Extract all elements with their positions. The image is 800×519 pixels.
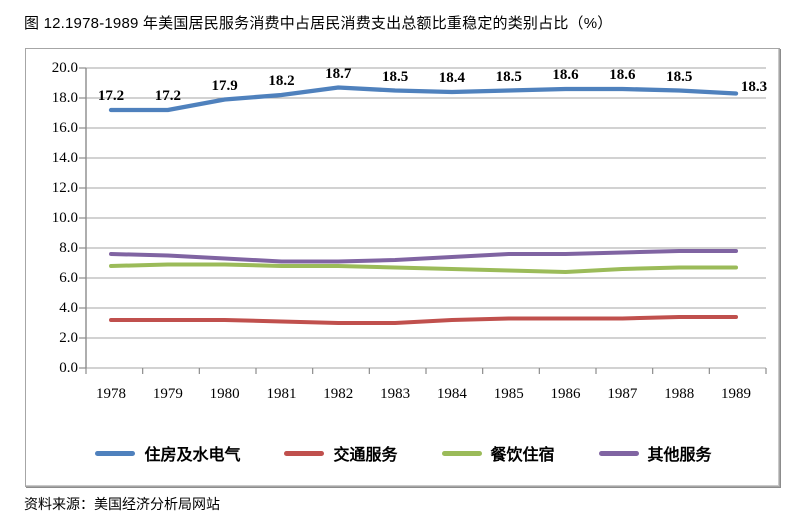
x-axis-label: 1978 xyxy=(96,386,126,402)
data-label: 18.6 xyxy=(552,67,579,83)
y-axis-label: 2.0 xyxy=(59,330,78,346)
data-label: 18.3 xyxy=(740,78,768,95)
legend-label: 其他服务 xyxy=(647,447,712,464)
y-axis-label: 12.0 xyxy=(51,180,78,196)
series-line-housing-utilities xyxy=(108,85,739,113)
legend-swatch-icon xyxy=(284,450,325,456)
x-axis-label: 1987 xyxy=(607,386,638,402)
data-label: 17.2 xyxy=(154,88,181,104)
legend-item-transport-services: 交通服务 xyxy=(284,441,398,465)
y-axis-label: 14.0 xyxy=(51,150,78,166)
chart-frame: 0.0 2.0 4.0 6.0 8.0 10.0 12.0 14.0 16.0 18.0 20.0 … xyxy=(25,48,780,487)
data-label: 18.2 xyxy=(268,73,295,89)
x-axis-label: 1980 xyxy=(209,386,240,402)
plot-area xyxy=(79,67,767,374)
x-axis-label: 1985 xyxy=(493,386,524,402)
data-label: 18.5 xyxy=(381,68,409,85)
y-axis-label: 6.0 xyxy=(59,270,78,286)
y-axis-label: 18.0 xyxy=(51,90,78,106)
series-line-dining-lodging xyxy=(109,262,739,274)
data-label: 18.7 xyxy=(325,65,352,82)
x-axis-label: 1982 xyxy=(323,386,354,402)
series-line-other-services xyxy=(109,249,739,264)
y-axis-label: 20.0 xyxy=(51,60,78,76)
y-axis-label: 8.0 xyxy=(59,240,78,256)
series-line-transport-services xyxy=(109,315,739,325)
legend-swatch-icon xyxy=(95,450,136,456)
legend-swatch-icon xyxy=(598,450,639,456)
legend-item-dining-lodging: 餐饮住宿 xyxy=(441,441,555,465)
data-label: 18.6 xyxy=(609,67,636,83)
x-axis-label: 1984 xyxy=(436,386,467,402)
y-axis-label: 4.0 xyxy=(59,300,78,316)
x-axis-label: 1981 xyxy=(266,386,297,402)
data-label: 17.2 xyxy=(97,88,125,104)
legend-label: 住房及水电气 xyxy=(144,447,241,464)
legend-label: 餐饮住宿 xyxy=(490,447,555,464)
data-label: 18.5 xyxy=(495,68,522,85)
x-axis-label: 1989 xyxy=(721,386,752,402)
x-axis-label: 1979 xyxy=(152,386,183,402)
legend-item-housing-utilities: 住房及水电气 xyxy=(95,441,240,465)
y-axis-label: 10.0 xyxy=(51,210,78,226)
data-label: 18.4 xyxy=(438,70,466,86)
legend-swatch-icon xyxy=(441,450,482,456)
x-axis-label: 1988 xyxy=(664,386,695,402)
y-axis-label: 16.0 xyxy=(51,120,78,136)
source-note: 资料来源：美国经济分析局网站 xyxy=(24,496,220,512)
legend: 住房及水电气 交通服务 餐饮住宿 其他服务 xyxy=(26,441,781,465)
y-axis-label: 0.0 xyxy=(59,360,78,376)
x-axis-label: 1983 xyxy=(380,386,411,402)
x-axis-label: 1986 xyxy=(550,386,581,402)
chart-title: 图 12.1978-1989 年美国居民服务消费中占居民消费支出总额比重稳定的类… xyxy=(24,15,613,32)
legend-item-other-services: 其他服务 xyxy=(598,441,712,465)
legend-label: 交通服务 xyxy=(333,447,398,464)
data-label: 18.5 xyxy=(666,68,693,85)
data-label: 17.9 xyxy=(211,77,238,94)
